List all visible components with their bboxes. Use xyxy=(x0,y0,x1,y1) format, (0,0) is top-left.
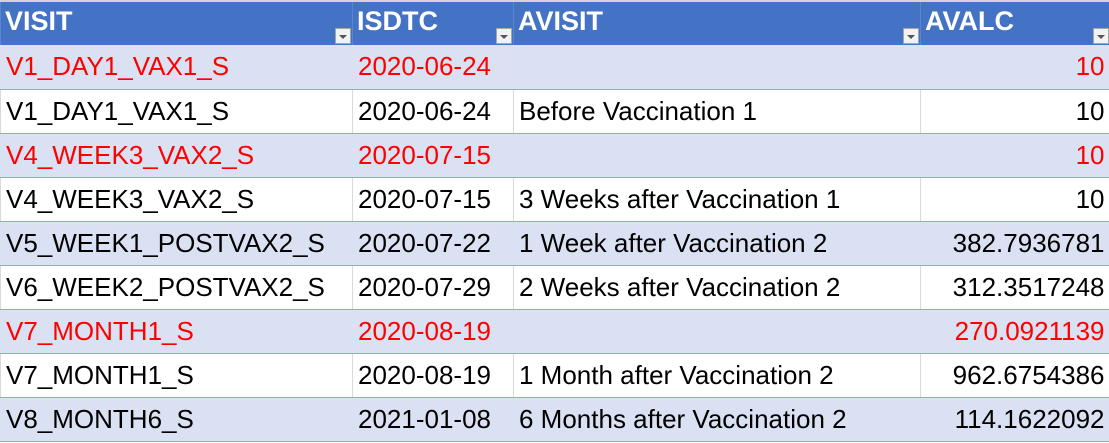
table-row: V4_WEEK3_VAX2_S 2020-07-15 3 Weeks after V… xyxy=(0,177,1109,222)
cell-isdtc[interactable]: 2020-07-15 xyxy=(352,133,514,178)
cell-isdtc[interactable]: 2020-07-22 xyxy=(352,221,514,266)
cell-avalc[interactable]: 312.3517248 xyxy=(920,265,1109,310)
table-row: V5_WEEK1_POSTVAX2_S 2020-07-22 1 Week afte… xyxy=(0,221,1109,266)
table-row: V7_MONTH1_S 2020-08-19 1 Month after Vacci… xyxy=(0,353,1109,398)
cell-visit[interactable]: V6_WEEK2_POSTVAX2_S xyxy=(0,265,353,310)
cell-visit[interactable]: V5_WEEK1_POSTVAX2_S xyxy=(0,221,353,266)
cell-avalc[interactable]: 10 xyxy=(920,177,1109,222)
cell-visit[interactable]: V1_DAY1_VAX1_S xyxy=(0,89,353,134)
cell-visit[interactable]: V4_WEEK3_VAX2_S xyxy=(0,133,353,178)
cell-visit[interactable]: V4_WEEK3_VAX2_S xyxy=(0,177,353,222)
cell-isdtc[interactable]: 2020-07-15 xyxy=(352,177,514,222)
filter-dropdown-icon[interactable] xyxy=(903,28,919,44)
filter-dropdown-icon[interactable] xyxy=(335,28,351,44)
table-row: V7_MONTH1_S 2020-08-19 270.0921139 xyxy=(0,309,1109,354)
cell-avalc[interactable]: 10 xyxy=(920,133,1109,178)
cell-visit[interactable]: V7_MONTH1_S xyxy=(0,309,353,354)
cell-isdtc[interactable]: 2020-06-24 xyxy=(352,45,514,90)
cell-avisit[interactable] xyxy=(513,133,921,178)
cell-isdtc[interactable]: 2020-06-24 xyxy=(352,89,514,134)
cell-avalc[interactable]: 962.6754386 xyxy=(920,353,1109,398)
cell-avisit[interactable]: 6 Months after Vaccination 2 xyxy=(513,397,921,442)
cell-avisit[interactable] xyxy=(513,45,921,90)
cell-avalc[interactable]: 382.7936781 xyxy=(920,221,1109,266)
filter-dropdown-icon[interactable] xyxy=(496,28,512,44)
table-row: V8_MONTH6_S 2021-01-08 6 Months after Vacc… xyxy=(0,397,1109,442)
cell-avalc[interactable]: 270.0921139 xyxy=(920,309,1109,354)
table-row: V1_DAY1_VAX1_S 2020-06-24 Before Vaccinati… xyxy=(0,89,1109,134)
cell-visit[interactable]: V1_DAY1_VAX1_S xyxy=(0,45,353,90)
cell-isdtc[interactable]: 2020-07-29 xyxy=(352,265,514,310)
header-avalc[interactable]: AVALC xyxy=(920,1,1109,45)
cell-isdtc[interactable]: 2020-08-19 xyxy=(352,309,514,354)
cell-avalc[interactable]: 10 xyxy=(920,45,1109,90)
header-row: VISIT ISDTC AVISIT AVALC xyxy=(0,1,1109,45)
cell-avisit[interactable] xyxy=(513,309,921,354)
cell-isdtc[interactable]: 2020-08-19 xyxy=(352,353,514,398)
cell-avalc[interactable]: 114.1622092 xyxy=(920,397,1109,442)
cell-avalc[interactable]: 10 xyxy=(920,89,1109,134)
cell-visit[interactable]: V7_MONTH1_S xyxy=(0,353,353,398)
cell-isdtc[interactable]: 2021-01-08 xyxy=(352,397,514,442)
header-avisit[interactable]: AVISIT xyxy=(513,1,921,45)
cell-avisit[interactable]: Before Vaccination 1 xyxy=(513,89,921,134)
filter-dropdown-icon[interactable] xyxy=(1092,28,1109,44)
header-isdtc[interactable]: ISDTC xyxy=(352,1,514,45)
cell-visit[interactable]: V8_MONTH6_S xyxy=(0,397,353,442)
cell-avisit[interactable]: 1 Week after Vaccination 2 xyxy=(513,221,921,266)
table-row: V1_DAY1_VAX1_S 2020-06-24 10 xyxy=(0,45,1109,90)
header-visit[interactable]: VISIT xyxy=(0,1,353,45)
table-row: V6_WEEK2_POSTVAX2_S 2020-07-29 2 Weeks aft… xyxy=(0,265,1109,310)
cell-avisit[interactable]: 1 Month after Vaccination 2 xyxy=(513,353,921,398)
cell-avisit[interactable]: 3 Weeks after Vaccination 1 xyxy=(513,177,921,222)
cell-avisit[interactable]: 2 Weeks after Vaccination 2 xyxy=(513,265,921,310)
table-row: V4_WEEK3_VAX2_S 2020-07-15 10 xyxy=(0,133,1109,178)
